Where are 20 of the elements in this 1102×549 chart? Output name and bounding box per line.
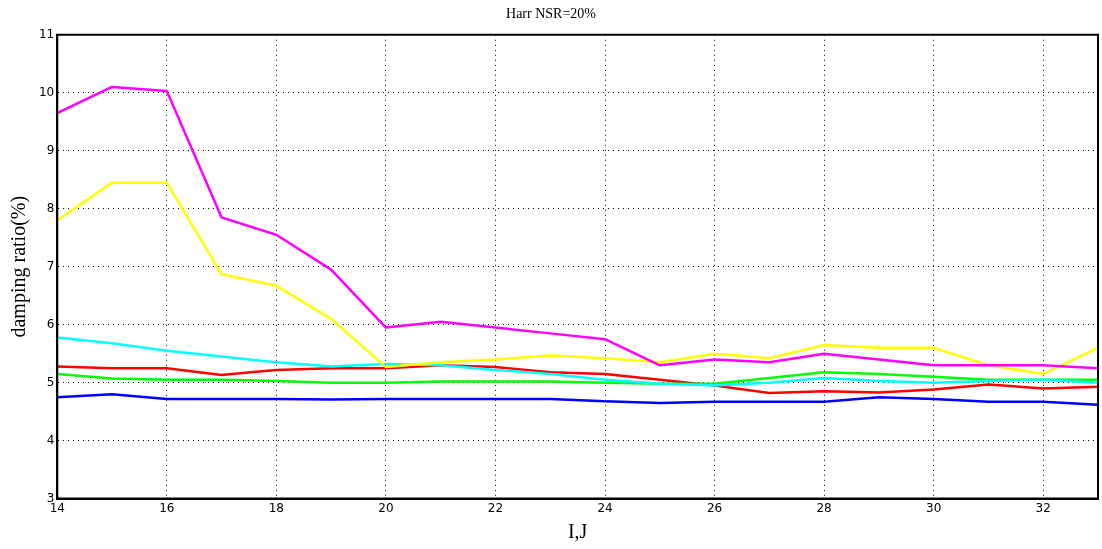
x-tick-label: 32	[1035, 500, 1051, 515]
x-tick-label: 28	[816, 500, 832, 515]
x-axis-title: I,J	[567, 520, 588, 543]
y-tick-label: 6	[46, 316, 55, 331]
x-tick-label: 26	[706, 500, 723, 515]
y-tick-label: 7	[46, 258, 55, 273]
y-tick-label: 9	[46, 142, 55, 157]
x-tick-label: 18	[268, 500, 285, 515]
x-tick-label: 24	[597, 500, 613, 515]
y-tick-label: 11	[38, 26, 55, 41]
chart-title: Harr NSR=20%	[506, 6, 597, 22]
x-tick-label: 20	[378, 500, 394, 515]
y-tick-label: 4	[46, 432, 55, 447]
x-tick-label: 22	[487, 500, 504, 515]
x-tick-label: 30	[926, 500, 942, 515]
x-tick-label: 16	[159, 500, 175, 515]
y-tick-label: 8	[46, 200, 55, 215]
y-tick-label: 10	[38, 84, 55, 99]
y-axis-title: damping ratio(%)	[7, 195, 31, 338]
y-tick-label: 5	[46, 374, 55, 389]
